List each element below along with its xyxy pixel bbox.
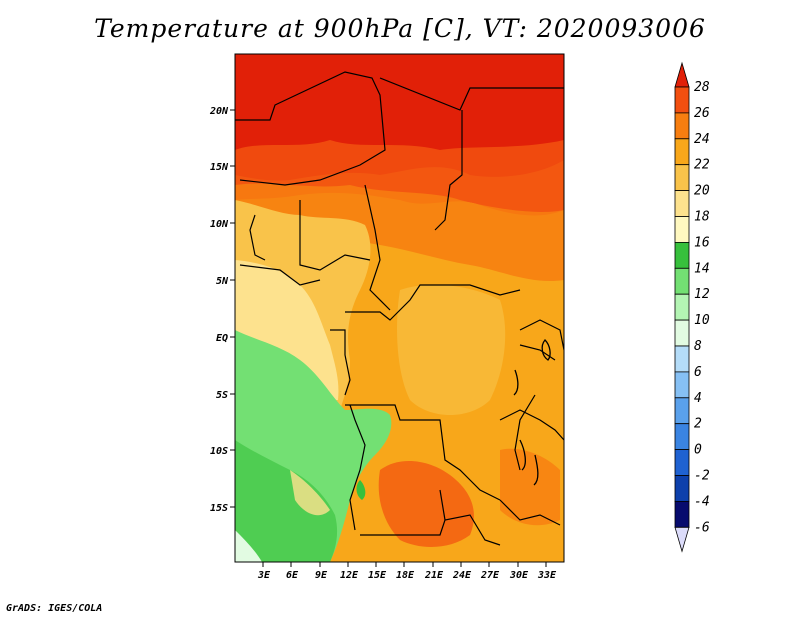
lon-tick-label: 27E [480,570,500,581]
lat-tick-label: 5S [216,390,228,401]
colorbar-label: -2 [694,469,710,484]
colorbar-label: 28 [694,80,710,95]
lon-tick-label: 3E [257,570,271,581]
lat-tick-label: 10N [210,219,229,230]
colorbar-label: 2 [694,417,702,432]
colorbar-swatch [674,267,690,295]
colorbar-swatch [674,190,690,217]
lat-tick-label: 15N [210,162,229,173]
colorbar-label: 12 [694,287,710,302]
colorbar-label: 10 [694,313,710,328]
lon-tick-label: 33E [537,570,557,581]
lon-tick-label: 15E [368,570,387,581]
colorbar-swatch [674,112,690,140]
colorbar-swatch [674,319,690,347]
colorbar-swatch [674,241,690,269]
map-title: Temperature at 900hPa [C], VT: 202009300… [94,14,706,43]
latitude-axis: 20N 15N 10N 5N EQ 5S 10S 15S [209,106,235,514]
colorbar-swatch [674,475,690,502]
colorbar-label: 8 [694,339,702,354]
colorbar-swatch [674,293,690,321]
longitude-axis: 3E 6E 9E 12E 15E 18E 21E 24E 27E 30E 33E [257,562,557,581]
colorbar-label: 20 [694,184,710,199]
lat-tick-label: 15S [210,503,228,514]
colorbar-swatch [674,397,690,425]
colorbar-label: 16 [694,235,710,250]
colorbar-label: -6 [694,520,710,535]
colorbar-label: 14 [694,261,710,276]
colorbar-swatch [674,423,690,451]
lat-tick-label: 5N [216,276,229,287]
colorbar-swatch [674,216,690,243]
colorbar-swatch [674,138,690,166]
colorbar-swatch [674,164,690,191]
lon-tick-label: 24E [452,570,472,581]
lon-tick-label: 30E [509,570,529,581]
colorbar-label: 0 [694,443,702,458]
colorbar-swatch [674,345,690,373]
colorbar-label: 18 [694,210,710,225]
lon-tick-label: 21E [424,570,444,581]
lon-tick-label: 12E [340,570,359,581]
colorbar-label: 24 [694,132,710,147]
lat-tick-label: 20N [209,106,229,117]
colorbar-swatch [674,86,690,114]
colorbar-label: 22 [694,158,710,173]
colorbar-bottom-arrow [674,526,690,553]
map-frame [234,53,565,563]
lat-tick-label: EQ [216,333,228,344]
colorbar-swatch [674,371,690,399]
temperature-field [235,54,564,562]
colorbar-label: -4 [694,494,710,509]
lon-tick-label: 9E [315,570,328,581]
lat-tick-label: 10S [210,446,228,457]
colorbar-label: 4 [694,391,702,406]
colorbar-top-arrow [674,61,690,88]
credit-text: GrADS: IGES/COLA [6,603,103,614]
lon-tick-label: 6E [286,570,299,581]
colorbar-label: 26 [694,106,710,121]
colorbar-swatch [674,500,690,528]
colorbar-swatch [674,449,690,476]
lon-tick-label: 18E [396,570,415,581]
colorbar-label: 6 [694,365,702,380]
